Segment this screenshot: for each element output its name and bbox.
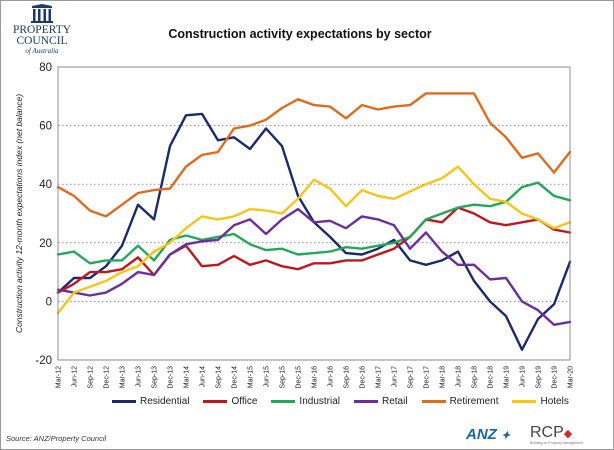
x-tick-label: Sep-19	[536, 366, 543, 389]
x-tick-label: Jun-19	[520, 366, 527, 388]
x-tick-label: Sep-17	[408, 366, 415, 389]
x-tick-label: Dec-14	[232, 366, 239, 389]
legend-item-hotels: Hotels	[512, 396, 569, 407]
building-columns-icon	[31, 4, 53, 23]
x-tick-label: Jun-15	[264, 366, 271, 388]
x-axis-ticks: Mar-12 Jun-12 Sep-12 Dec-12 Mar-13 Jun-13 Sep-…	[56, 366, 575, 389]
legend-swatch	[112, 400, 136, 403]
y-tick-label: 20	[39, 238, 52, 250]
plot-area-border	[57, 66, 571, 361]
x-tick-label: Sep-12	[88, 366, 95, 389]
x-tick-label: Jun-18	[456, 366, 463, 388]
x-tick-label: Mar-15	[248, 366, 255, 388]
legend-label: Retirement	[449, 396, 499, 407]
series-line-hotels	[56, 165, 572, 315]
x-tick-label: Dec-17	[424, 366, 431, 389]
x-tick-label: Jun-17	[392, 366, 399, 388]
x-tick-label: Dec-18	[488, 366, 495, 389]
x-tick-label: Sep-16	[344, 366, 351, 389]
legend-label: Office	[231, 396, 258, 407]
x-tick-label: Jun-12	[72, 366, 79, 388]
series-line-office	[56, 206, 572, 294]
y-tick-label: -20	[35, 355, 52, 367]
legend-item-office: Office	[203, 396, 257, 407]
x-tick-label: Dec-19	[552, 366, 559, 389]
series-lines	[56, 92, 572, 351]
y-axis-ticks: -20 0 20 40 60 80	[35, 62, 52, 367]
x-tick-label: Dec-15	[296, 366, 303, 389]
chart-title: Construction activity expectations by se…	[168, 27, 432, 41]
legend-label: Hotels	[540, 396, 569, 407]
rcp-logo-text: RCP	[530, 424, 564, 441]
logo-line-1: PROPERTY	[12, 24, 72, 36]
rcp-diamond-icon: ◆	[563, 428, 573, 440]
legend-swatch	[271, 400, 296, 403]
x-tick-label: Dec-16	[360, 366, 367, 389]
series-line-retail	[56, 207, 572, 326]
y-tick-label: 0	[46, 296, 52, 308]
x-tick-label: Mar-13	[120, 366, 127, 388]
x-tick-label: Dec-12	[104, 366, 111, 389]
x-tick-label: Sep-15	[280, 366, 287, 389]
x-tick-label: Sep-13	[152, 366, 159, 389]
x-tick-label: Mar-18	[440, 366, 447, 388]
y-axis-label: Construction activity 12-month expectati…	[14, 94, 24, 333]
x-tick-label: Jun-13	[136, 366, 143, 388]
rcp-logo: RCP◆	[530, 424, 572, 442]
x-tick-label: Mar-12	[56, 366, 63, 388]
x-tick-label: Mar-16	[312, 366, 319, 388]
logo-line-2: COUNCIL	[16, 35, 68, 47]
x-tick-label: Mar-20	[568, 366, 575, 388]
x-tick-label: Mar-17	[376, 366, 383, 388]
x-tick-label: Sep-18	[472, 366, 479, 389]
legend-label: Retail	[382, 396, 408, 407]
legend-swatch	[203, 400, 228, 403]
x-tick-label: Mar-19	[504, 366, 511, 388]
x-tick-label: Dec-13	[168, 366, 175, 389]
series-line-residential	[56, 112, 572, 351]
legend-item-residential: Residential	[112, 396, 189, 407]
x-tick-label: Mar-14	[184, 366, 191, 388]
legend-item-retirement: Retirement	[421, 396, 499, 407]
legend-item-retail: Retail	[354, 396, 408, 407]
legend-swatch	[354, 400, 378, 403]
legend-swatch	[421, 400, 446, 403]
x-tick-label: Sep-14	[216, 366, 223, 389]
y-tick-label: 40	[39, 179, 52, 191]
source-note: Source: ANZ/Property Council	[6, 434, 107, 443]
legend-item-industrial: Industrial	[271, 396, 340, 407]
anz-logo: ANZ ✦	[466, 426, 511, 443]
legend-label: Residential	[140, 396, 190, 407]
x-tick-label: Jun-16	[328, 366, 335, 388]
series-line-retirement	[56, 92, 572, 218]
chart-legend: Residential Office Industrial Retail Retirem…	[112, 396, 583, 407]
property-council-logo: PROPERTY COUNCIL of Australia	[6, 4, 78, 62]
logo-line-3: of Australia	[25, 47, 59, 55]
legend-label: Industrial	[299, 396, 340, 407]
y-tick-label: 80	[39, 62, 52, 74]
series-line-industrial	[56, 181, 572, 265]
rcp-tagline: Building on Property Management	[530, 441, 583, 445]
y-tick-label: 60	[39, 121, 52, 133]
anz-logo-text: ANZ	[466, 426, 497, 443]
legend-swatch	[512, 400, 537, 403]
x-tick-label: Jun-14	[200, 366, 207, 388]
